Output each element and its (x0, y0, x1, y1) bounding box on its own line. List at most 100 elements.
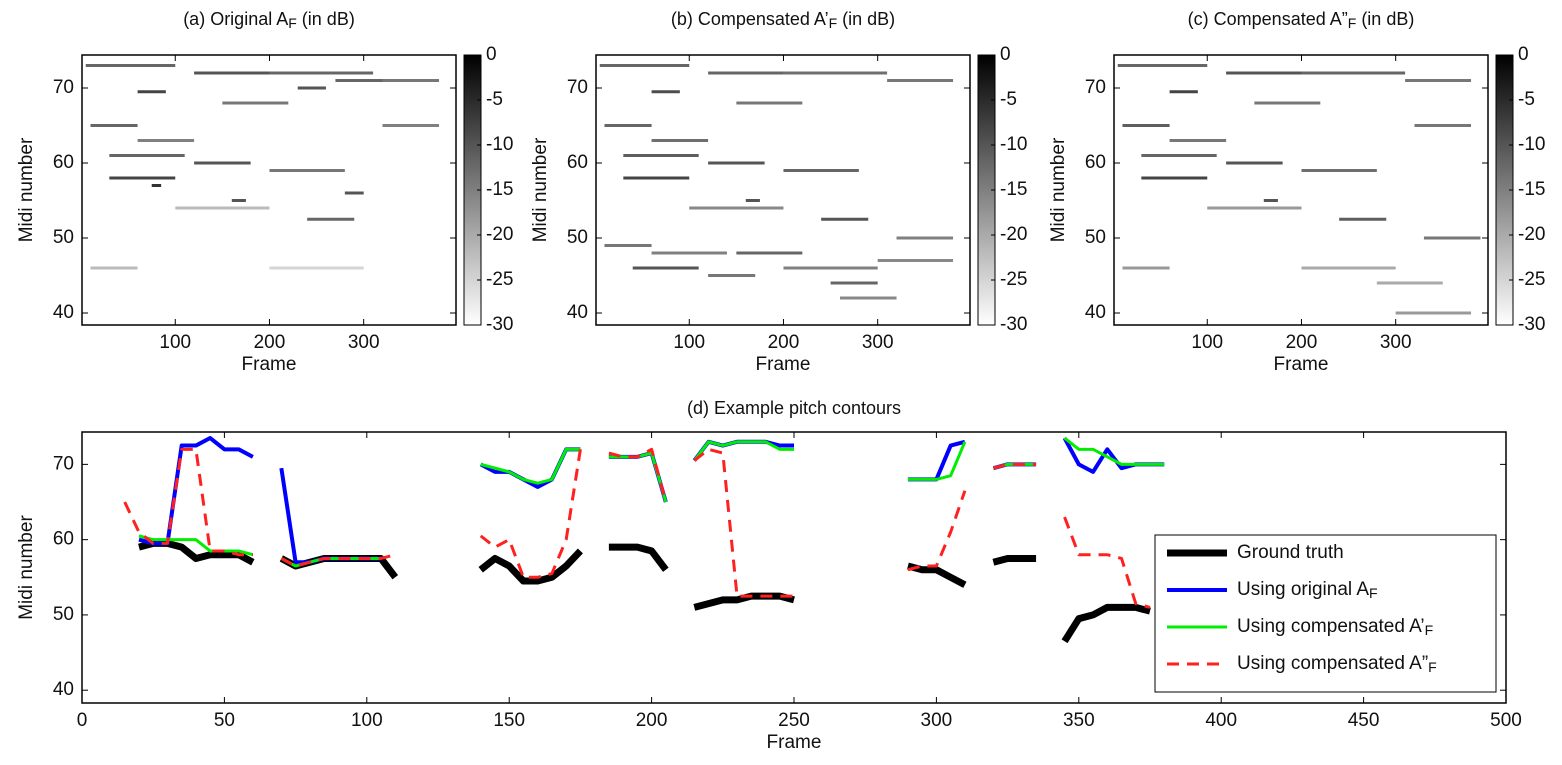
x-tick-label: 350 (1063, 710, 1095, 731)
chart-title: (d) Example pitch contours (687, 398, 901, 418)
heat-cell (231, 199, 246, 202)
heat-cell (830, 281, 878, 285)
heat-cell (783, 71, 888, 75)
legend-label-part: Ground truth (1237, 542, 1344, 563)
heat-cell (1207, 206, 1302, 210)
frame (595, 54, 971, 326)
chart-title-part: (in dB) (302, 9, 355, 29)
x-tick-label: 200 (768, 332, 800, 353)
heat-cell (623, 176, 690, 180)
chart-title-part: F (288, 15, 297, 31)
frame (81, 431, 1507, 704)
heat-cell (194, 161, 251, 165)
heat-cell (194, 71, 270, 75)
y-tick-label: 40 (53, 679, 74, 700)
cells (1117, 64, 1481, 315)
plot-area (596, 55, 970, 325)
y-tick-label: 60 (1085, 152, 1106, 173)
x-tick-label: 500 (1490, 710, 1522, 731)
heat-cell (1169, 139, 1227, 142)
y-tick-label: 50 (1085, 227, 1106, 248)
x-axis-label: Frame (767, 732, 822, 753)
heat-cell (222, 101, 289, 105)
colorbar-tick-label: -5 (1518, 89, 1535, 110)
colorbar-tick-label: -5 (486, 89, 503, 110)
y-tick-label: 70 (53, 77, 74, 98)
heat-cell (1122, 124, 1170, 127)
chart-title-part: F (829, 15, 838, 31)
y-tick-label: 50 (567, 227, 588, 248)
colorbar-tick-label: -10 (486, 134, 513, 155)
heat-cell (821, 217, 869, 221)
heat-cell (1339, 217, 1387, 221)
x-tick-label: 250 (778, 710, 810, 731)
heat-cell (137, 90, 166, 94)
colorbar-tick-label: -25 (1000, 269, 1027, 290)
y-tick-label: 70 (1085, 77, 1106, 98)
x-tick-label: 300 (921, 710, 953, 731)
heat-cell (1301, 266, 1396, 270)
legend-label: Ground truth (1237, 542, 1344, 563)
heat-cell (896, 236, 954, 240)
y-tick-label: 50 (53, 227, 74, 248)
heat-cell (269, 71, 374, 75)
x-tick-label: 200 (254, 332, 286, 353)
heat-cell (651, 251, 727, 255)
colorbar-tick-label: -20 (1000, 224, 1027, 245)
y-axis-label: Midi number (1048, 137, 1069, 242)
heat-cell (1395, 311, 1472, 315)
heat-cell (632, 266, 699, 270)
legend-label-part: Using original A (1237, 579, 1369, 600)
heat-cell (297, 86, 326, 90)
heat-cell (708, 71, 784, 75)
cells (599, 64, 954, 300)
heat-cell (783, 266, 878, 270)
heat-cell (745, 199, 760, 202)
y-axis-label: Midi number (530, 137, 551, 242)
colorbar-tick-label: -20 (486, 224, 513, 245)
chart-title-part: (c) Compensated A” (1188, 9, 1348, 29)
heat-cell (269, 169, 345, 172)
heat-cell (90, 266, 138, 270)
heat-cell (1263, 199, 1278, 202)
legend-label: Using original AF (1237, 579, 1378, 601)
colorbar-tick-label: -10 (1518, 134, 1545, 155)
colorbar-tick-label: -15 (486, 179, 513, 200)
colorbar-tick-label: -20 (1518, 224, 1545, 245)
heat-cell (651, 90, 680, 94)
heat-cell (1254, 101, 1321, 105)
heat-cell (1122, 266, 1170, 270)
colorbar-tick-label: 0 (486, 44, 497, 65)
heat-cell (1376, 281, 1443, 285)
x-tick-label: 100 (351, 710, 383, 731)
chart-title-part: (a) Original A (183, 9, 288, 29)
heat-cell (109, 154, 185, 157)
colorbar-tick-label: -30 (486, 314, 513, 335)
heat-cell (373, 79, 440, 82)
heat-cell (783, 169, 859, 172)
heat-cell (1141, 176, 1208, 180)
colorbar-tick-label: -25 (1518, 269, 1545, 290)
heat-cell (175, 206, 270, 210)
x-tick-label: 150 (493, 710, 525, 731)
heat-cell (344, 191, 364, 195)
x-axis-label: Frame (1274, 354, 1329, 375)
x-tick-label: 400 (1205, 710, 1237, 731)
heat-cell (1301, 169, 1377, 172)
chart-title-part: (in dB) (1361, 9, 1414, 29)
x-tick-label: 200 (1286, 332, 1318, 353)
frame (1113, 54, 1489, 326)
frame (81, 54, 457, 326)
x-tick-label: 200 (636, 710, 668, 731)
heat-cell (839, 296, 897, 300)
x-tick-label: 300 (1380, 332, 1412, 353)
y-tick-label: 50 (53, 604, 74, 625)
heat-cell (736, 101, 803, 105)
heat-cell (1414, 124, 1472, 127)
y-tick-label: 70 (53, 453, 74, 474)
y-axis-label: Midi number (16, 515, 37, 620)
heat-cell (1226, 71, 1302, 75)
plot-area (1114, 55, 1488, 325)
colorbar-tick-label: -15 (1518, 179, 1545, 200)
